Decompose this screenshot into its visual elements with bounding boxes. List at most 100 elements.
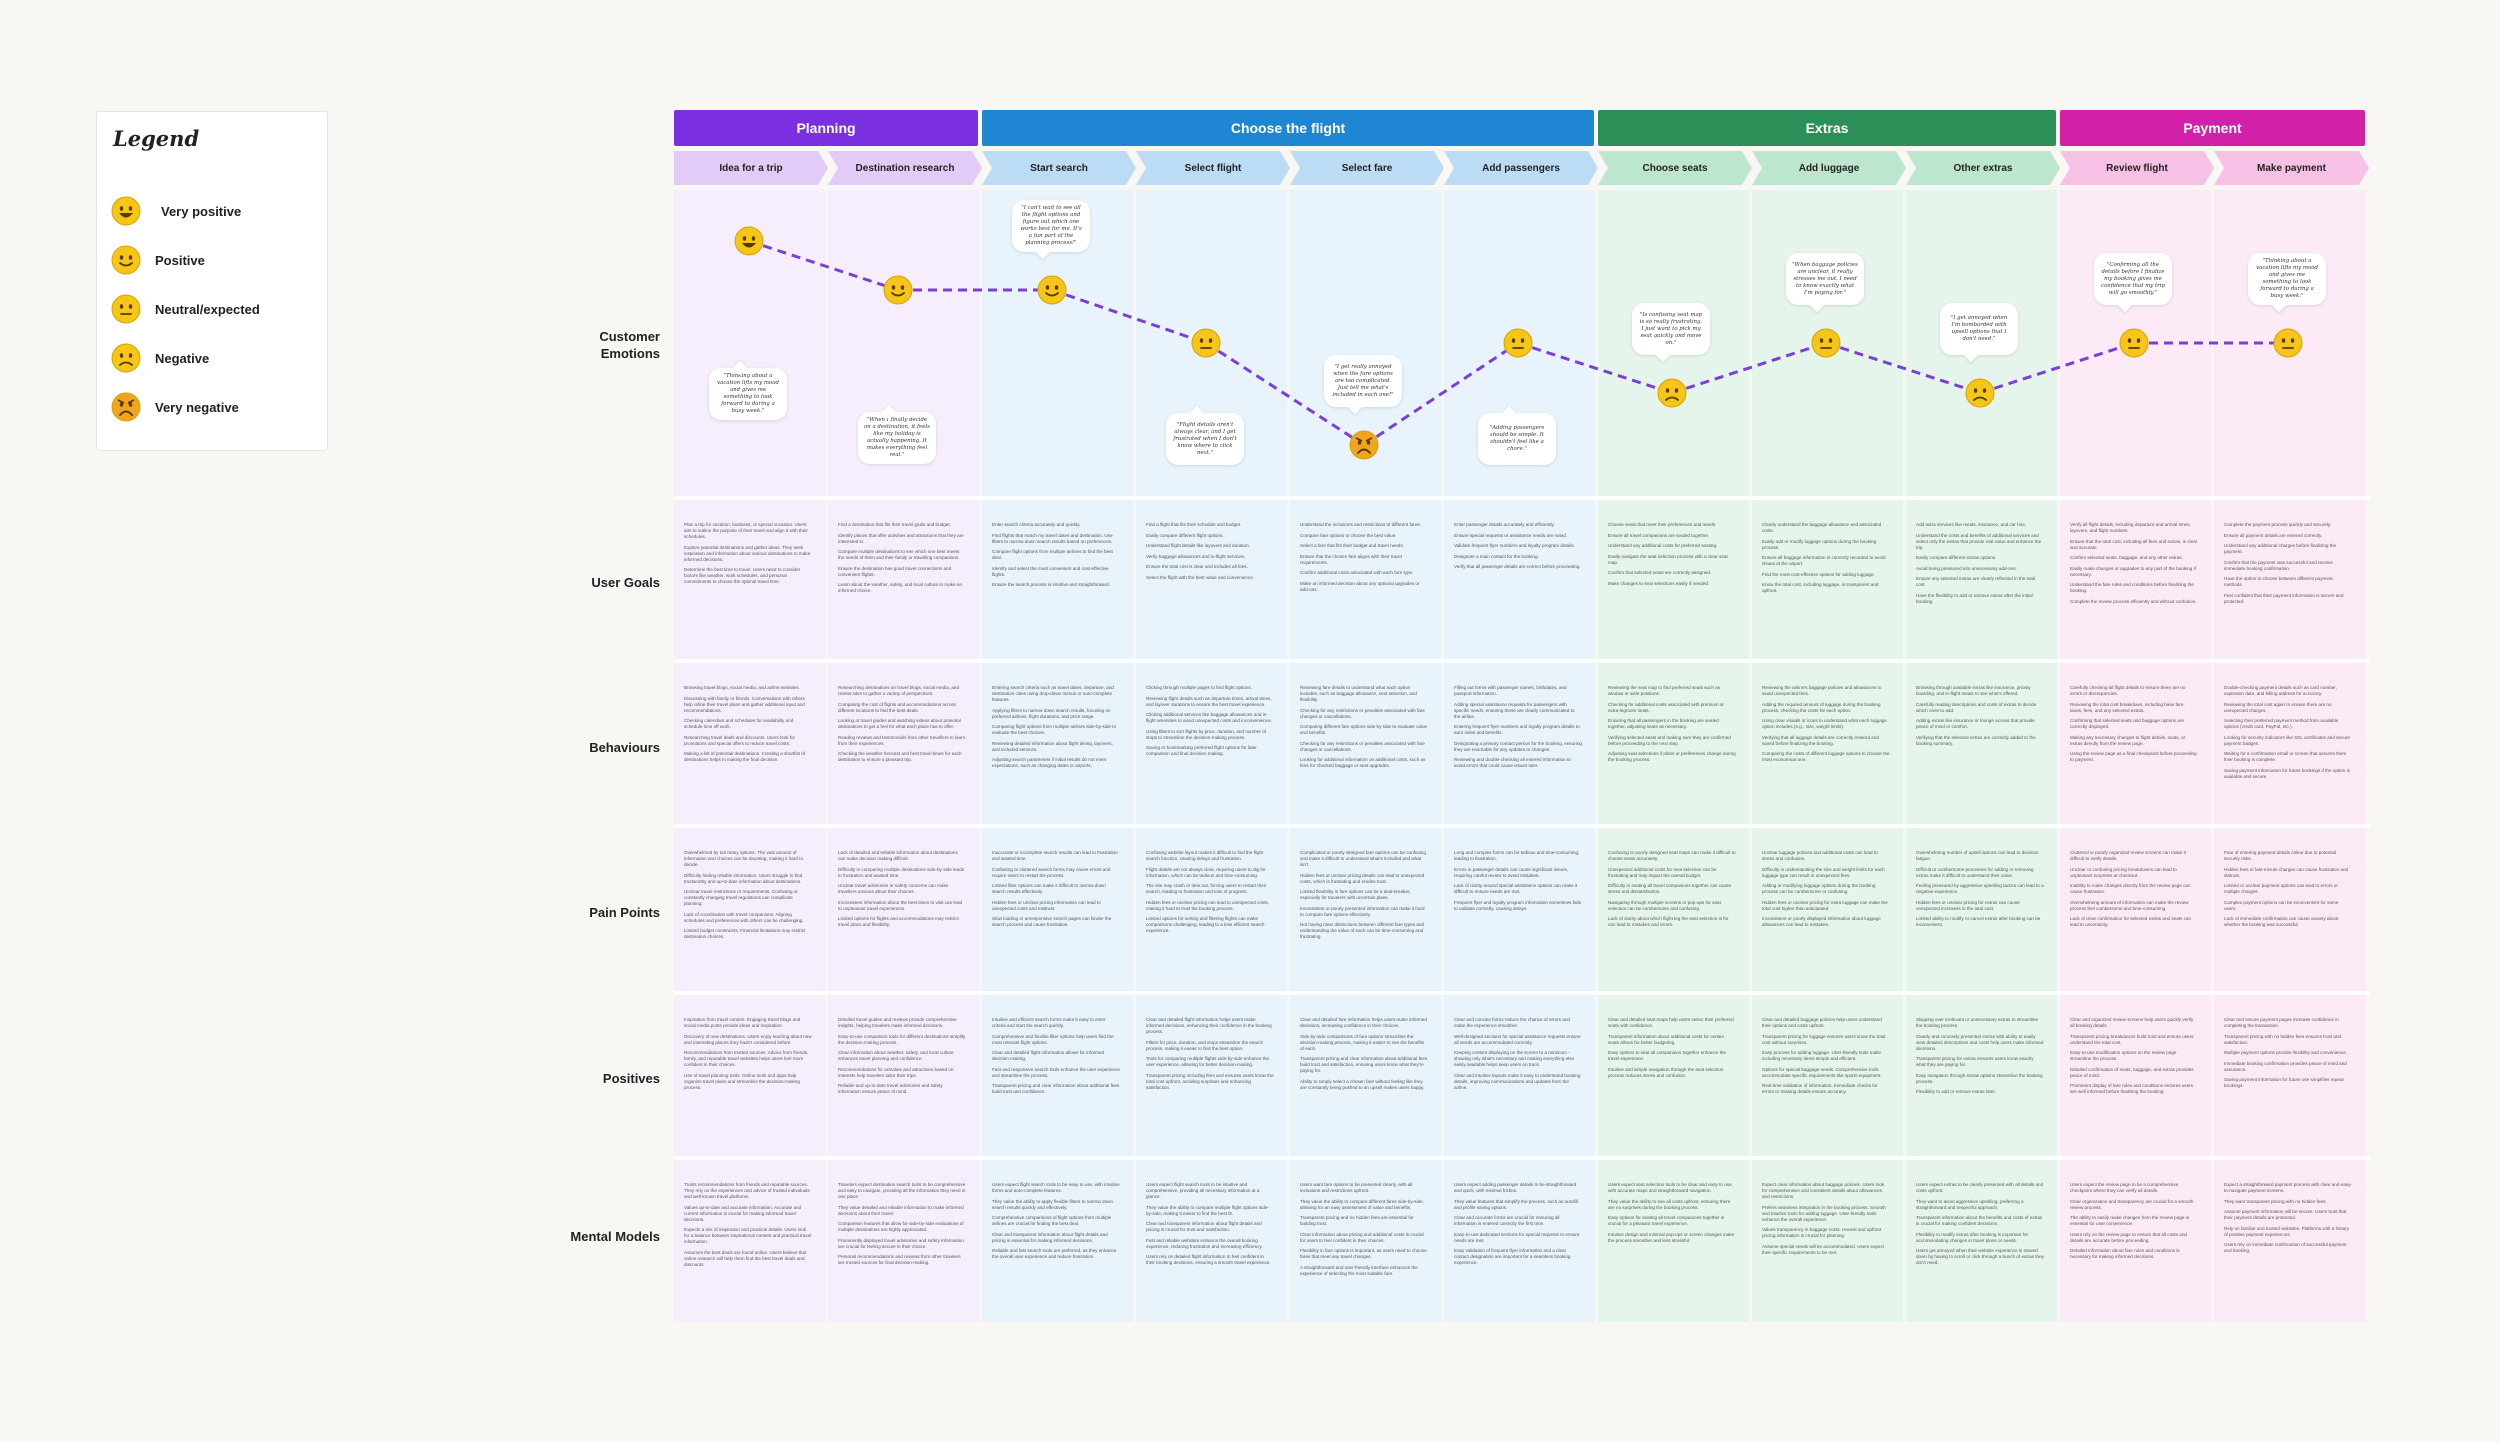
behaviours-text: Using the review page as a final checkpo… (2070, 751, 2197, 762)
behaviours-text: Clicking additional services like baggag… (1146, 712, 1272, 723)
goals-text: Add extra services like meals, insurance… (1916, 522, 2027, 527)
behaviours-text: Adjusting search parameters if initial r… (992, 757, 1107, 768)
goals-text: Understand the inclusions and restrictio… (1300, 522, 1421, 527)
goals-text: Complete the payment process quickly and… (2224, 522, 2332, 527)
mental-text: Rely on familiar and trusted websites. P… (2224, 1225, 2350, 1237)
positives-cell: Intuitive and efficient search forms mak… (992, 1017, 1120, 1146)
goals-cell: Find a destination that fits their trave… (838, 522, 966, 649)
positives-text: Transparent information about additional… (1608, 1033, 1725, 1045)
row-divider (674, 991, 2370, 995)
goals-text: Find a destination that fits their trave… (838, 522, 951, 527)
goals-text: Confirm that the payment was successful … (2224, 559, 2333, 571)
step-select-fare: Select fare (1290, 151, 1444, 185)
goals-text: Validate frequent flyer numbers and loya… (1454, 543, 1575, 548)
goals-text: Find the most cost-effective options for… (1762, 571, 1875, 577)
positives-text: Ability to simply select a chosen fare w… (1300, 1078, 1425, 1090)
positives-text: Intuitive and efficient search forms mak… (992, 1017, 1106, 1028)
mental-text: Users expect flight search tools to be i… (1146, 1182, 1260, 1199)
mental-text: Expects a mix of inspiration and practic… (684, 1227, 812, 1244)
row-label-behaviours: Behaviours (589, 740, 660, 755)
mental-text: Travelers expect destination search tool… (838, 1182, 966, 1199)
behaviours-text: Looking for security indicators like SSL… (2224, 734, 2350, 746)
goals-text: Identify places that offer activities an… (838, 532, 964, 544)
behaviours-text: Looking at travel guides and watching vi… (838, 718, 961, 729)
behaviours-cell: Entering search criteria such as travel … (992, 685, 1120, 814)
goals-cell: Complete the payment process quickly and… (2224, 522, 2352, 649)
goals-text: Understand flight details like layovers … (1146, 543, 1250, 548)
goals-text: Confirm selected seats, baggage, and any… (2070, 555, 2183, 560)
pain-text: Inconsistent or poorly presented informa… (1300, 905, 1425, 917)
pain-text: Limited ability to modify or cancel extr… (1916, 916, 2041, 927)
positives-text: Inspiration from travel content. Engagin… (684, 1017, 801, 1028)
goals-cell: Choose seats that meet their preferences… (1608, 522, 1736, 649)
behaviours-cell: Clicking through multiple pages to find … (1146, 685, 1274, 814)
phase-choose-the-flight: Choose the flight (982, 110, 1594, 146)
goals-text: Identify and select the most convenient … (992, 565, 1109, 577)
mental-text: They value detailed and reliable informa… (838, 1204, 964, 1216)
pain-text: Difficulty in comparing multiple destina… (838, 866, 965, 878)
step-select-flight: Select flight (1136, 151, 1290, 185)
negative-face-icon (111, 343, 141, 373)
positives-text: Real-time validation of information. Imm… (1762, 1083, 1878, 1094)
quote-bubble: "Confirming all the details before I fin… (2094, 253, 2172, 305)
pain-text: Difficulty in understanding the size and… (1762, 866, 1885, 878)
mental-text: They want transparent pricing with no hi… (2224, 1198, 2327, 1204)
positives-text: Easy process for adding luggage. User-fr… (1762, 1050, 1881, 1061)
positives-cell: Clear and secure payment pages increase … (2224, 1017, 2352, 1146)
mental-text: Easy validation of frequent flyer inform… (1454, 1248, 1571, 1265)
goals-text: Ensure the destination has good travel c… (838, 565, 952, 577)
goals-text: Ensure all payment details are entered c… (2224, 532, 2323, 538)
behaviours-cell: Reviewing fare details to understand wha… (1300, 685, 1428, 814)
behaviours-text: Comparing the costs of different luggage… (1762, 751, 1890, 762)
mental-text: They value the ability to compare multip… (1146, 1204, 1269, 1216)
pain-text: Overwhelmed by too many options. The vas… (684, 850, 804, 867)
goals-cell: Clearly understand the baggage allowance… (1762, 522, 1890, 649)
goals-text: Ensure all baggage information is correc… (1762, 555, 1886, 566)
behaviours-text: Applying filters to narrow down search r… (992, 707, 1111, 719)
mental-cell: Users expect extras to be clearly presen… (1916, 1182, 2044, 1308)
goals-cell: Enter passenger details accurately and e… (1454, 522, 1582, 649)
mental-text: They want to avoid aggressive upselling,… (1916, 1198, 2024, 1210)
emotion-curve-segment (748, 239, 899, 292)
goals-text: Know the total cost, including luggage, … (1762, 582, 1879, 593)
step-choose-seats: Choose seats (1598, 151, 1752, 185)
positives-text: Use of travel planning tools. Online too… (684, 1072, 800, 1090)
behaviours-text: Adding extras like insurance or lounge a… (1916, 718, 2035, 729)
positives-text: Flexibility to add or remove extras late… (1916, 1089, 1996, 1094)
mental-text: Personal recommendations and reviews fro… (838, 1254, 961, 1265)
mental-text: Fast and reliable websites enhance the o… (1146, 1237, 1263, 1249)
mental-text: Assumes the best deals are found online.… (684, 1249, 807, 1267)
pain-text: Flight details are not always clear, req… (1146, 866, 1266, 878)
goals-text: Make changes to seat selections easily i… (1608, 580, 1710, 586)
behaviours-text: Reviewing and double-checking all entere… (1454, 757, 1571, 768)
goals-text: Learn about the weather, safety, and loc… (838, 582, 963, 593)
goals-cell: Plan a trip for vacation, business, or s… (684, 522, 812, 649)
goals-text: Designate a main contact for the booking… (1454, 553, 1539, 559)
step-make-payment: Make payment (2214, 151, 2369, 185)
positives-text: Recommendations from trusted sources. Ad… (684, 1050, 809, 1067)
mental-text: Prefers seamless integration in the book… (1762, 1204, 1886, 1222)
pain-text: Navigating through multiple screens or p… (1608, 899, 1721, 911)
goals-text: Ensure that the total cost, including al… (2070, 538, 2198, 550)
goals-text: Confirm additional costs associated with… (1300, 570, 1414, 575)
behaviours-text: Reviewing the total cost breakdown, incl… (2070, 701, 2185, 713)
positives-text: Side-by-side comparisons of fare options… (1300, 1033, 1425, 1051)
quote-bubble: "When I finally decide on a destination,… (858, 412, 936, 464)
pain-text: Lack of clear confirmation for selected … (2070, 916, 2192, 927)
positives-text: Reliable and up-to-date travel advisorie… (838, 1083, 943, 1094)
positives-cell: Clear and detailed fare information help… (1300, 1017, 1428, 1146)
row-label-mental-models: Mental Models (570, 1229, 660, 1244)
row-divider (674, 496, 2370, 500)
behaviours-text: Filling out forms with passenger names, … (1454, 685, 1567, 696)
pain-text: Long and complex forms can be tedious an… (1454, 850, 1580, 861)
step-column (1444, 190, 1595, 1322)
mental-text: Users want fare options to be presented … (1300, 1182, 1413, 1193)
mental-cell: Travelers expect destination search tool… (838, 1182, 966, 1308)
goals-text: Compare fare options to choose the best … (1300, 532, 1397, 538)
positive-face-icon (111, 245, 141, 275)
positives-text: Detailed confirmation of seats, baggage,… (2070, 1066, 2194, 1078)
behaviours-text: Clicking through multiple pages to find … (1146, 685, 1252, 690)
behaviours-text: Comparing the cost of flights and accomm… (838, 701, 956, 713)
neutral-face-icon (1191, 328, 1221, 358)
